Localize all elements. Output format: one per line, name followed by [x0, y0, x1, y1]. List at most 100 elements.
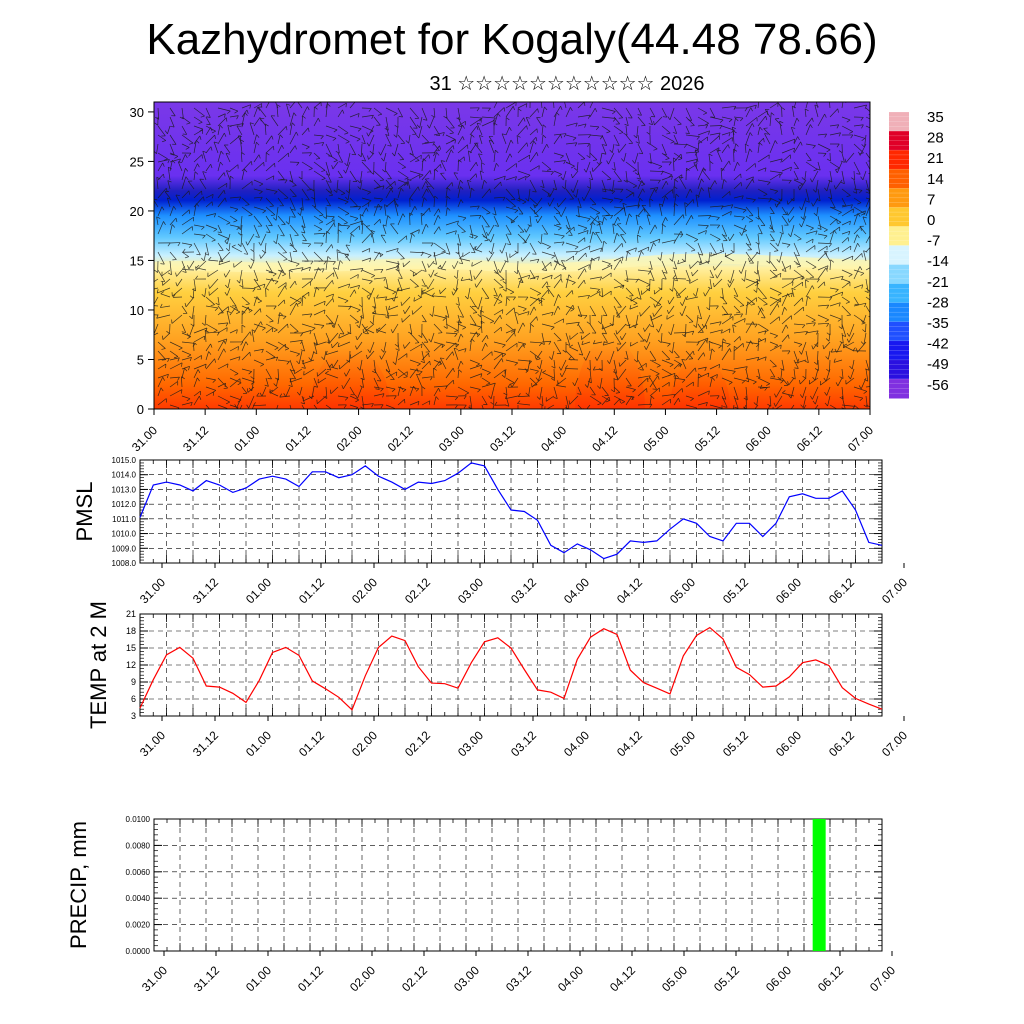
pmsl-xtick: 02.00	[349, 575, 380, 606]
pmsl-ytick: 1011.0	[112, 515, 136, 524]
precip-panel: 0.0000 0.0020 0.0040 0.0060 0.0080 0.0100 31.0…	[66, 815, 898, 994]
temp-xtick: 02.12	[402, 728, 433, 759]
cross-section-xtick: 03.12	[487, 423, 518, 454]
pmsl-xtick: 02.12	[402, 575, 433, 606]
colorbar-swatch	[889, 340, 909, 361]
pmsl-ytick: 1014.0	[112, 471, 137, 480]
colorbar-label: 7	[927, 191, 935, 208]
precip-ytick: 0.0060	[126, 868, 151, 877]
pmsl-ytick: 1015.0	[112, 456, 137, 465]
pmsl-ytick: 1009.0	[112, 544, 137, 553]
colorbar-label: -28	[927, 294, 949, 311]
colorbar-swatch	[889, 264, 909, 285]
pmsl-ytick: 1013.0	[112, 485, 137, 494]
cross-section-xtick: 31.12	[180, 423, 211, 454]
cross-section-panel: 0 5 10 15 20 25 30 31.00 31.12 01.00 01.12 02.00 02.…	[129, 101, 876, 454]
pmsl-xtick: 04.12	[614, 575, 645, 606]
precip-xtick: 06.00	[763, 963, 794, 994]
precip-xtick: 01.00	[243, 963, 274, 994]
colorbar-label: -49	[927, 356, 949, 373]
precip-xtick: 05.00	[659, 963, 690, 994]
colorbar-swatch	[889, 359, 909, 380]
chart-title: Kazhydromet for Kogaly(44.48 78.66)	[146, 15, 878, 64]
cross-section-xtick: 04.00	[538, 423, 569, 454]
colorbar-swatch	[889, 302, 909, 323]
cross-section-xtick: 03.00	[436, 423, 467, 454]
temp-ylabel: TEMP at 2 M	[86, 601, 111, 729]
precip-xtick: 03.12	[503, 963, 534, 994]
cross-section-xtick: 02.12	[385, 423, 416, 454]
temp-ytick: 3	[131, 711, 136, 721]
colorbar-swatch	[889, 112, 909, 132]
precip-xtick: 31.00	[139, 963, 170, 994]
cross-section-ytick: 25	[130, 154, 144, 169]
temp-xtick: 02.00	[349, 728, 380, 759]
colorbar-swatch	[889, 207, 909, 227]
cross-section-xtick: 06.12	[794, 423, 825, 454]
cross-section-ytick: 5	[137, 352, 144, 367]
cross-section-xtick: 07.00	[845, 423, 876, 454]
colorbar-swatch	[889, 283, 909, 304]
temp-xtick: 04.12	[614, 728, 645, 759]
pmsl-xtick: 05.00	[667, 575, 698, 606]
colorbar-label: -7	[927, 233, 940, 250]
colorbar-label: -35	[927, 315, 949, 332]
pmsl-ytick: 1012.0	[112, 500, 137, 509]
temp-xtick: 01.12	[296, 728, 327, 759]
cross-section-xtick: 01.12	[282, 423, 313, 454]
precip-bar	[812, 819, 826, 951]
pmsl-ytick: 1010.0	[112, 530, 137, 539]
temp-xtick: 06.12	[826, 728, 857, 759]
precip-xtick: 06.12	[815, 963, 846, 994]
temp-xtick: 04.00	[561, 728, 592, 759]
colorbar-label: 21	[927, 150, 944, 167]
precip-xtick: 01.12	[295, 963, 326, 994]
cross-section-xtick: 04.12	[589, 423, 620, 454]
temp-ytick: 9	[131, 677, 136, 687]
precip-xtick: 03.00	[451, 963, 482, 994]
colorbar-swatch	[889, 226, 909, 246]
precip-ytick: 0.0000	[126, 947, 151, 956]
pmsl-xtick: 31.00	[137, 575, 168, 606]
cross-section-ytick: 10	[130, 303, 144, 318]
temp-xtick: 03.12	[508, 728, 539, 759]
temp-ytick: 15	[126, 643, 136, 653]
temp-xtick: 01.00	[243, 728, 274, 759]
temp-xtick: 31.00	[137, 728, 168, 759]
pmsl-series-line	[139, 462, 883, 560]
precip-ytick: 0.0080	[126, 841, 151, 850]
pmsl-ylabel: PMSL	[72, 482, 97, 542]
colorbar-label: -21	[927, 274, 949, 291]
temp-xtick: 06.00	[773, 728, 804, 759]
colorbar-swatch	[889, 321, 909, 342]
precip-xtick: 02.12	[399, 963, 430, 994]
cross-section-xtick: 06.00	[743, 423, 774, 454]
temp-panel: 3 6 9 12 15 18 21 31.00 31.12 01.00 01.12 02.00 02.1…	[86, 601, 910, 759]
temp-ytick: 21	[126, 609, 136, 619]
pmsl-xtick: 06.12	[826, 575, 857, 606]
cross-section-ytick: 20	[130, 204, 144, 219]
colorbar-label: -56	[927, 377, 949, 394]
colorbar-label: 0	[927, 212, 935, 229]
cross-section-ytick: 30	[130, 105, 144, 120]
pmsl-xtick: 06.00	[773, 575, 804, 606]
colorbar: 35 28 21 14 7 0 -7 -14 -21 -28 -35 -42 -49 -56	[889, 109, 949, 399]
colorbar-label: 14	[927, 171, 944, 188]
temp-ytick: 6	[131, 694, 136, 704]
colorbar-swatch	[889, 245, 909, 266]
colorbar-swatch	[889, 169, 909, 189]
colorbar-label: 28	[927, 130, 944, 147]
precip-xtick: 07.00	[867, 963, 898, 994]
cross-section-xtick: 05.00	[640, 423, 671, 454]
pmsl-panel: 1008.0 1009.0 1010.0 1011.0 1012.0 1013.0 1014…	[72, 456, 910, 606]
colorbar-swatch	[889, 188, 909, 208]
colorbar-label: 35	[927, 109, 944, 126]
temp-xtick: 05.12	[720, 728, 751, 759]
temp-ytick: 18	[126, 626, 136, 636]
temp-xtick: 05.00	[667, 728, 698, 759]
wind-barbs	[154, 102, 870, 409]
cross-section-xtick: 02.00	[334, 423, 365, 454]
temp-xtick: 31.12	[190, 728, 221, 759]
colorbar-swatch	[889, 131, 909, 151]
pmsl-xtick: 01.12	[296, 575, 327, 606]
